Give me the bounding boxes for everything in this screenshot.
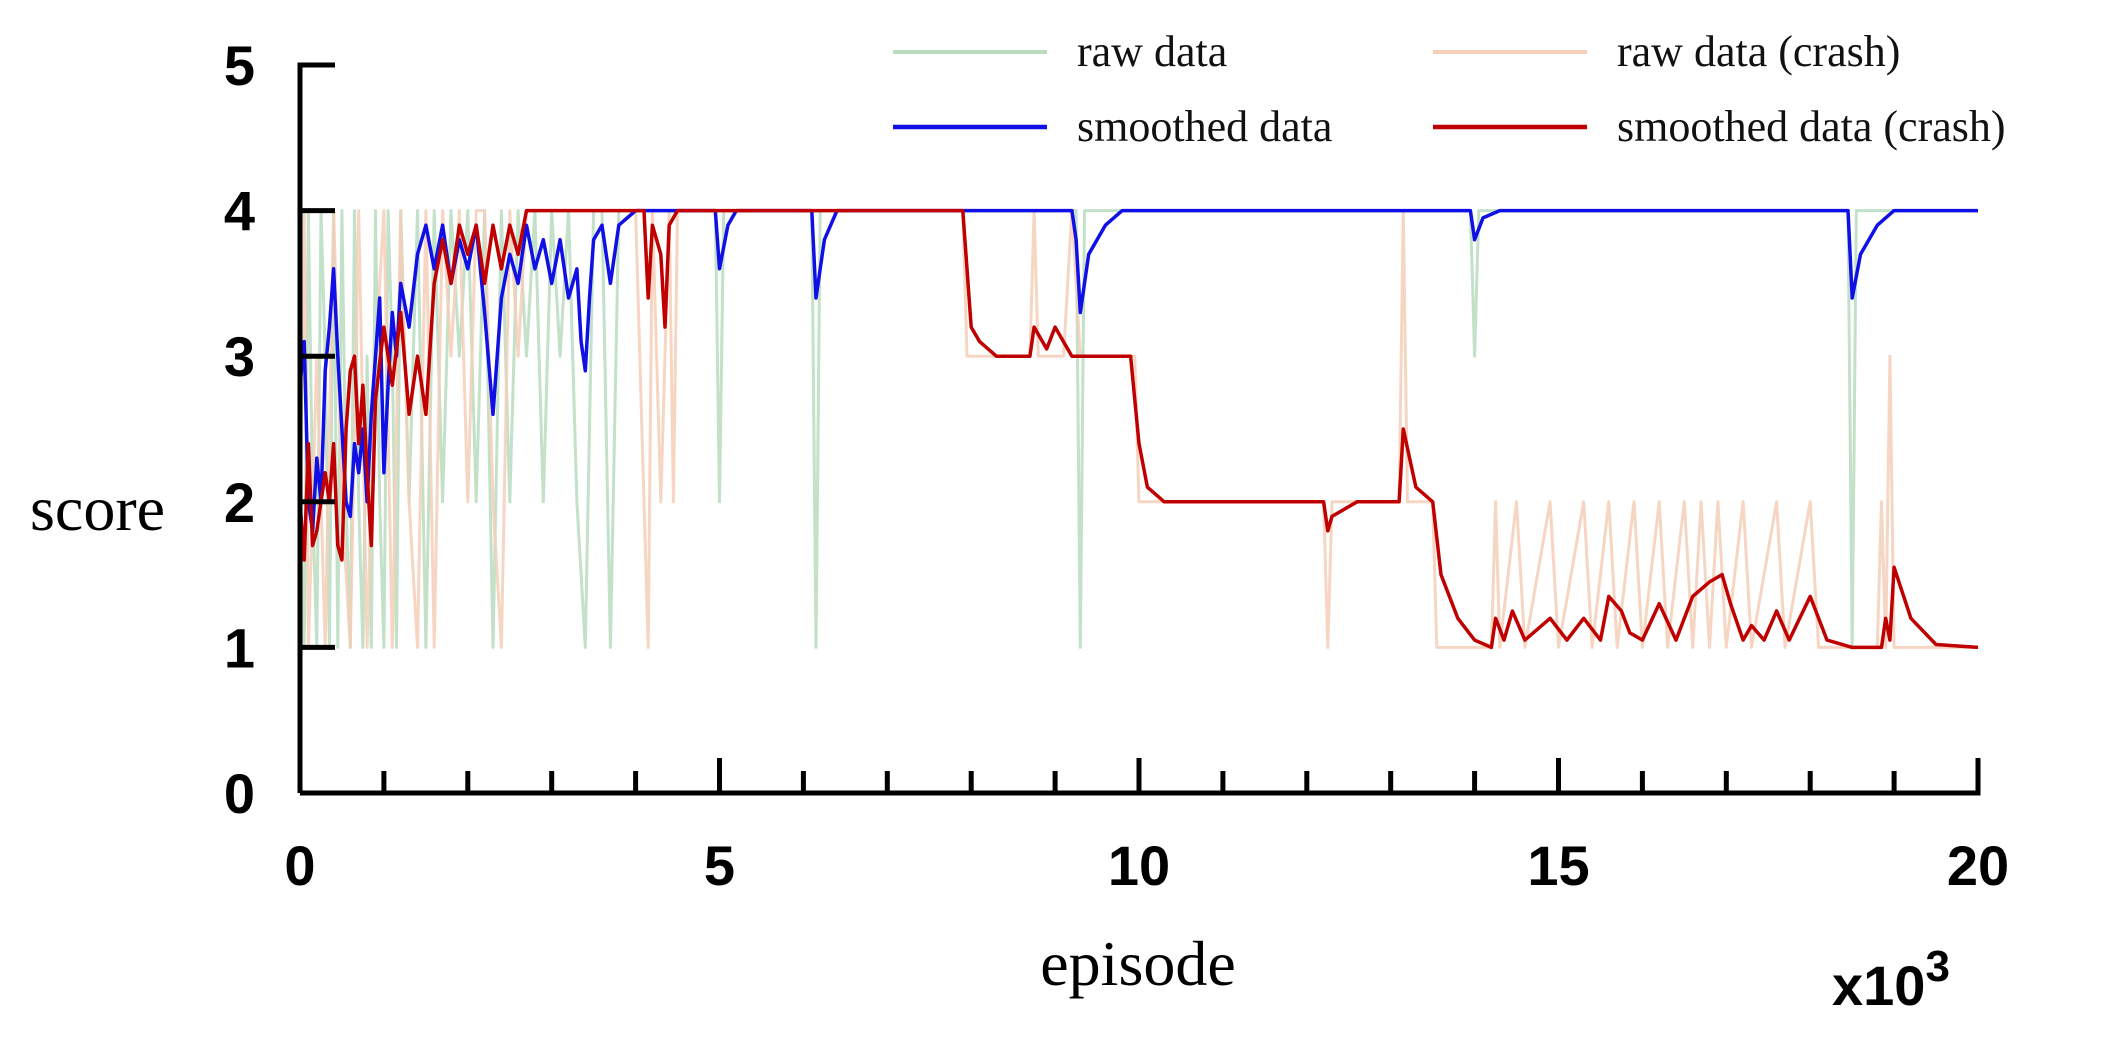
- x-multiplier-base: x10: [1832, 954, 1925, 1017]
- series-line-smoothed-data-crash: [298, 208, 1979, 650]
- x-axis-line: [300, 758, 1981, 796]
- y-axis-label: score: [30, 473, 165, 544]
- x-multiplier-label: x103: [1832, 942, 1950, 1017]
- y-axis-line: [297, 62, 335, 793]
- axes-layer: [297, 62, 1981, 796]
- x-tick-label: 5: [704, 834, 735, 897]
- label-layer: score episode x103: [30, 473, 1950, 1017]
- series-line-raw-data-crash: [298, 209, 1978, 649]
- x-tick-label: 20: [1947, 834, 2009, 897]
- x-axis-label: episode: [1040, 928, 1236, 999]
- x-tick-label: 0: [284, 834, 315, 897]
- series-line-smoothed-data: [298, 208, 1978, 533]
- y-tick-label: 0: [224, 762, 255, 825]
- y-tick-label: 2: [224, 471, 255, 534]
- x-tick-label: 15: [1527, 834, 1589, 897]
- legend-label-smoothed-data-crash: smoothed data (crash): [1617, 102, 2006, 151]
- x-multiplier-exponent: 3: [1925, 942, 1949, 991]
- legend-label-raw-data-crash: raw data (crash): [1617, 27, 1900, 76]
- series-layer: [298, 208, 1979, 650]
- y-tick-label: 4: [224, 180, 255, 243]
- tick-layer: 0 1 2 3 4 5 0 5 10 15 20: [224, 34, 2009, 897]
- legend-label-raw-data: raw data: [1077, 27, 1227, 76]
- y-tick-label: 3: [224, 325, 255, 388]
- x-tick-label: 10: [1108, 834, 1170, 897]
- legend-label-smoothed-data: smoothed data: [1077, 102, 1332, 151]
- y-tick-label: 1: [224, 616, 255, 679]
- y-tick-label: 5: [224, 34, 255, 97]
- legend: raw data raw data (crash) smoothed data smo…: [893, 27, 2006, 151]
